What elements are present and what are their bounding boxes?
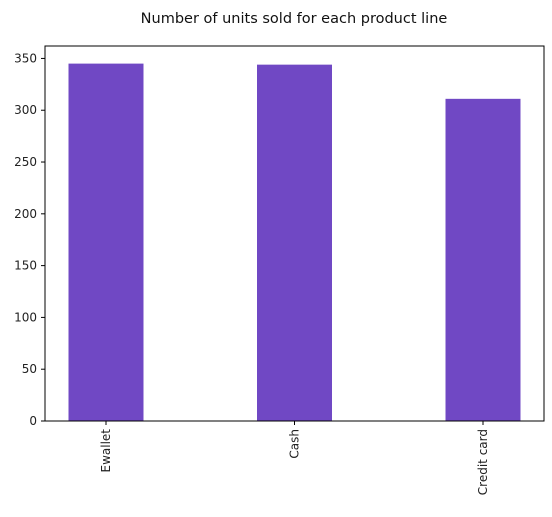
y-tick-label: 350 [14, 51, 37, 65]
bar-credit-card [445, 98, 521, 421]
y-tick-label: 300 [14, 103, 37, 117]
chart-title: Number of units sold for each product li… [141, 11, 448, 27]
bars-layer [68, 63, 521, 422]
bar-ewallet [68, 63, 144, 422]
y-tick-label: 100 [14, 310, 37, 324]
x-tick-label: Ewallet [99, 429, 113, 473]
y-tick-label: 150 [14, 259, 37, 273]
y-tick-label: 250 [14, 155, 37, 169]
x-tick-label: Cash [288, 429, 302, 459]
y-tick-label: 50 [22, 362, 37, 376]
y-tick-label: 0 [29, 414, 37, 428]
y-tick-label: 200 [14, 207, 37, 221]
x-tick-label: Credit card [476, 429, 490, 495]
bar-cash [257, 64, 332, 422]
y-axis-ticks: 0 50 100 150 200 250 300 350 [14, 51, 45, 428]
x-axis-ticks: Ewallet Cash Credit card [99, 421, 490, 495]
